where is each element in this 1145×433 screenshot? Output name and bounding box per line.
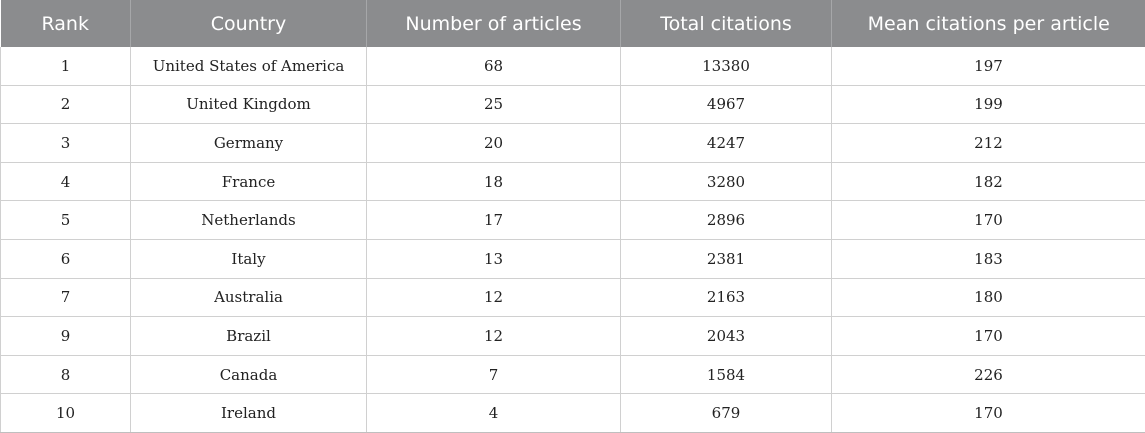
header-mean-citations: Mean citations per article (831, 0, 1145, 47)
header-row: Rank Country Number of articles Total ci… (0, 0, 1145, 47)
table-row: 8 Canada 7 1584 226 (0, 355, 1145, 395)
table-row: 3 Germany 20 4247 212 (0, 123, 1145, 163)
cell-mean-citations: 226 (831, 355, 1145, 395)
table-row: 6 Italy 13 2381 183 (0, 239, 1145, 279)
cell-articles: 20 (366, 123, 621, 163)
cell-rank: 6 (0, 239, 131, 279)
cell-total-citations: 679 (620, 393, 832, 433)
cell-articles: 12 (366, 316, 621, 356)
cell-articles: 18 (366, 162, 621, 202)
cell-articles: 17 (366, 200, 621, 240)
cell-total-citations: 2163 (620, 278, 832, 318)
table-row: 5 Netherlands 17 2896 170 (0, 200, 1145, 240)
cell-country: United Kingdom (130, 85, 367, 125)
cell-mean-citations: 183 (831, 239, 1145, 279)
table-row: 4 France 18 3280 182 (0, 162, 1145, 202)
cell-rank: 3 (0, 123, 131, 163)
cell-country: Ireland (130, 393, 367, 433)
table-body: 1 United States of America 68 13380 197 … (0, 47, 1145, 433)
cell-articles: 13 (366, 239, 621, 279)
cell-mean-citations: 212 (831, 123, 1145, 163)
cell-mean-citations: 170 (831, 200, 1145, 240)
cell-country: Italy (130, 239, 367, 279)
cell-mean-citations: 170 (831, 393, 1145, 433)
cell-rank: 5 (0, 200, 131, 240)
table-header: Rank Country Number of articles Total ci… (0, 0, 1145, 47)
cell-rank: 4 (0, 162, 131, 202)
cell-rank: 1 (0, 47, 131, 86)
cell-mean-citations: 199 (831, 85, 1145, 125)
table-row: 2 United Kingdom 25 4967 199 (0, 85, 1145, 125)
cell-mean-citations: 197 (831, 47, 1145, 86)
header-rank: Rank (0, 0, 131, 47)
cell-rank: 7 (0, 278, 131, 318)
cell-rank: 2 (0, 85, 131, 125)
cell-total-citations: 4247 (620, 123, 832, 163)
cell-total-citations: 2381 (620, 239, 832, 279)
cell-mean-citations: 180 (831, 278, 1145, 318)
cell-total-citations: 3280 (620, 162, 832, 202)
cell-rank: 8 (0, 355, 131, 395)
cell-total-citations: 13380 (620, 47, 832, 86)
cell-rank: 10 (0, 393, 131, 433)
table-row: 7 Australia 12 2163 180 (0, 278, 1145, 318)
cell-country: Netherlands (130, 200, 367, 240)
cell-rank: 9 (0, 316, 131, 356)
cell-total-citations: 2043 (620, 316, 832, 356)
cell-mean-citations: 182 (831, 162, 1145, 202)
cell-articles: 68 (366, 47, 621, 86)
cell-total-citations: 1584 (620, 355, 832, 395)
cell-articles: 25 (366, 85, 621, 125)
table-row: 10 Ireland 4 679 170 (0, 393, 1145, 433)
cell-total-citations: 4967 (620, 85, 832, 125)
cell-country: United States of America (130, 47, 367, 86)
cell-country: Canada (130, 355, 367, 395)
cell-country: Brazil (130, 316, 367, 356)
cell-articles: 12 (366, 278, 621, 318)
cell-articles: 4 (366, 393, 621, 433)
header-total-citations: Total citations (620, 0, 832, 47)
header-country: Country (130, 0, 367, 47)
header-number-of-articles: Number of articles (366, 0, 621, 47)
table-row: 9 Brazil 12 2043 170 (0, 316, 1145, 356)
cell-mean-citations: 170 (831, 316, 1145, 356)
cell-country: Australia (130, 278, 367, 318)
cell-country: Germany (130, 123, 367, 163)
cell-articles: 7 (366, 355, 621, 395)
table-row: 1 United States of America 68 13380 197 (0, 47, 1145, 86)
cell-country: France (130, 162, 367, 202)
cell-total-citations: 2896 (620, 200, 832, 240)
